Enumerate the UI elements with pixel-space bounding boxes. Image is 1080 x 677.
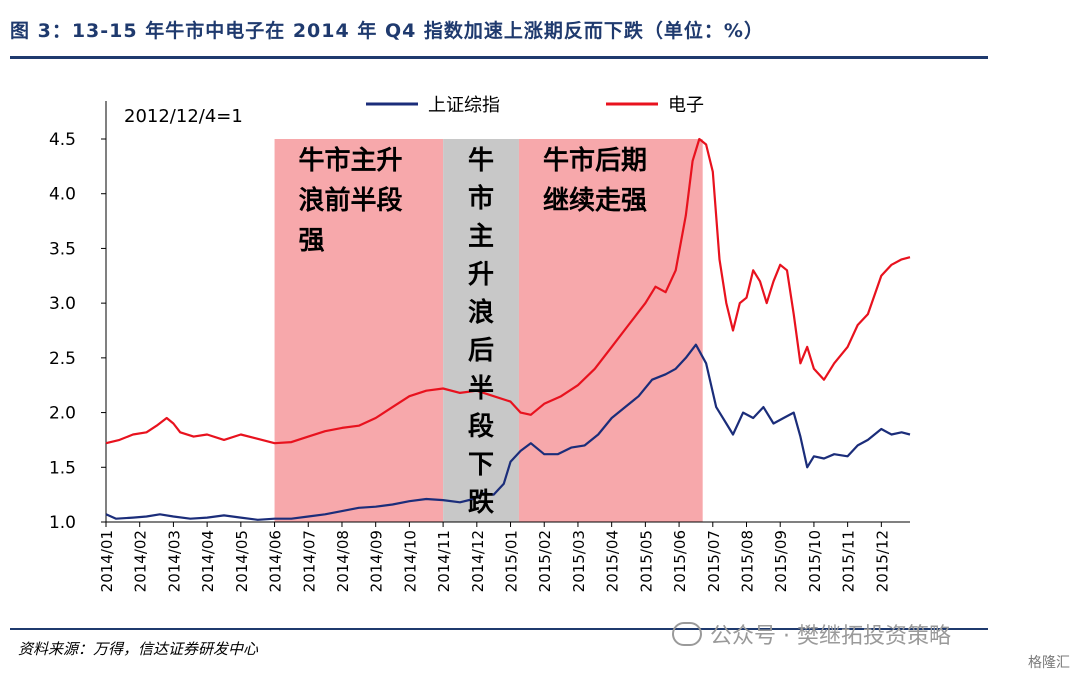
region-annotation: 段 [468, 411, 494, 442]
index-base-note: 2012/12/4=1 [124, 106, 243, 127]
x-tick-label: 2014/04 [199, 530, 217, 592]
x-tick-label: 2014/09 [368, 530, 386, 592]
x-tick-label: 2014/07 [300, 530, 318, 592]
x-tick-label: 2014/03 [165, 530, 183, 592]
x-tick-label: 2015/08 [739, 530, 757, 592]
shaded-region [274, 139, 444, 522]
region-annotation: 升 [468, 260, 494, 290]
x-tick-label: 2015/02 [536, 530, 554, 592]
x-tick-label: 2015/07 [705, 530, 723, 592]
region-annotation: 继续走强 [543, 185, 647, 216]
line-chart: 1.0 1.5 2.0 2.5 3.0 3.5 4.0 4.5 2014/01 2014/02 20… [49, 95, 911, 592]
region-annotation: 跌 [468, 488, 494, 518]
y-tick-label: 1.0 [49, 513, 76, 533]
y-tick-label: 3.5 [49, 239, 76, 259]
y-tick-label: 1.5 [49, 458, 76, 478]
footer-rule [10, 628, 988, 630]
region-annotation: 后 [468, 336, 494, 366]
wechat-icon [672, 622, 702, 646]
region-annotation: 牛市后期 [543, 145, 647, 176]
region-annotation: 强 [299, 226, 325, 256]
region-annotation: 浪 [468, 297, 494, 328]
region-annotation: 牛市主升 [299, 145, 403, 176]
y-tick-label: 4.5 [49, 130, 76, 150]
x-tick-label: 2014/12 [469, 530, 487, 592]
legend-label: 电子 [668, 95, 704, 116]
source-note: 资料来源：万得，信达证券研发中心 [18, 640, 259, 658]
y-tick-label: 3.0 [49, 294, 76, 314]
region-annotation: 主 [468, 222, 494, 252]
x-tick-label: 2014/11 [435, 530, 453, 592]
x-tick-label: 2015/05 [637, 530, 655, 592]
x-tick-label: 2015/04 [604, 530, 622, 592]
x-tick-label: 2015/12 [873, 530, 891, 592]
y-tick-label: 2.5 [49, 349, 76, 369]
y-tick-label: 4.0 [49, 185, 76, 205]
region-annotation: 市 [468, 183, 494, 214]
region-annotation: 牛 [468, 146, 494, 176]
x-tick-label: 2014/06 [267, 530, 285, 592]
x-tick-label: 2015/01 [503, 530, 521, 592]
x-tick-label: 2015/06 [671, 530, 689, 592]
chart-title: 图 3：13-15 年牛市中电子在 2014 年 Q4 指数加速上涨期反而下跌（… [10, 20, 764, 42]
region-annotation: 下 [468, 450, 494, 480]
x-tick-label: 2015/10 [806, 530, 824, 592]
x-tick-label: 2015/03 [570, 530, 588, 592]
watermark: 公众号 · 樊继拓投资策略 [672, 618, 951, 650]
legend-label: 上证综指 [428, 95, 500, 116]
series-line [105, 343, 911, 521]
title-rule [10, 56, 988, 59]
x-tick-label: 2014/05 [233, 530, 251, 592]
corner-mark: 格隆汇 [1028, 655, 1070, 671]
x-tick-label: 2015/09 [772, 530, 790, 592]
region-annotation: 半 [468, 374, 494, 404]
shaded-region [443, 139, 519, 522]
x-tick-label: 2014/02 [132, 530, 150, 592]
watermark-text: 公众号 · 樊继拓投资策略 [710, 624, 951, 649]
x-tick-label: 2014/10 [401, 530, 419, 592]
y-tick-label: 2.0 [49, 404, 76, 424]
shaded-region [518, 139, 703, 522]
x-tick-label: 2014/08 [334, 530, 352, 592]
series-line [105, 137, 911, 445]
region-annotation: 浪前半段 [299, 185, 403, 216]
x-tick-label: 2015/11 [840, 530, 858, 592]
x-tick-label: 2014/01 [98, 530, 116, 592]
